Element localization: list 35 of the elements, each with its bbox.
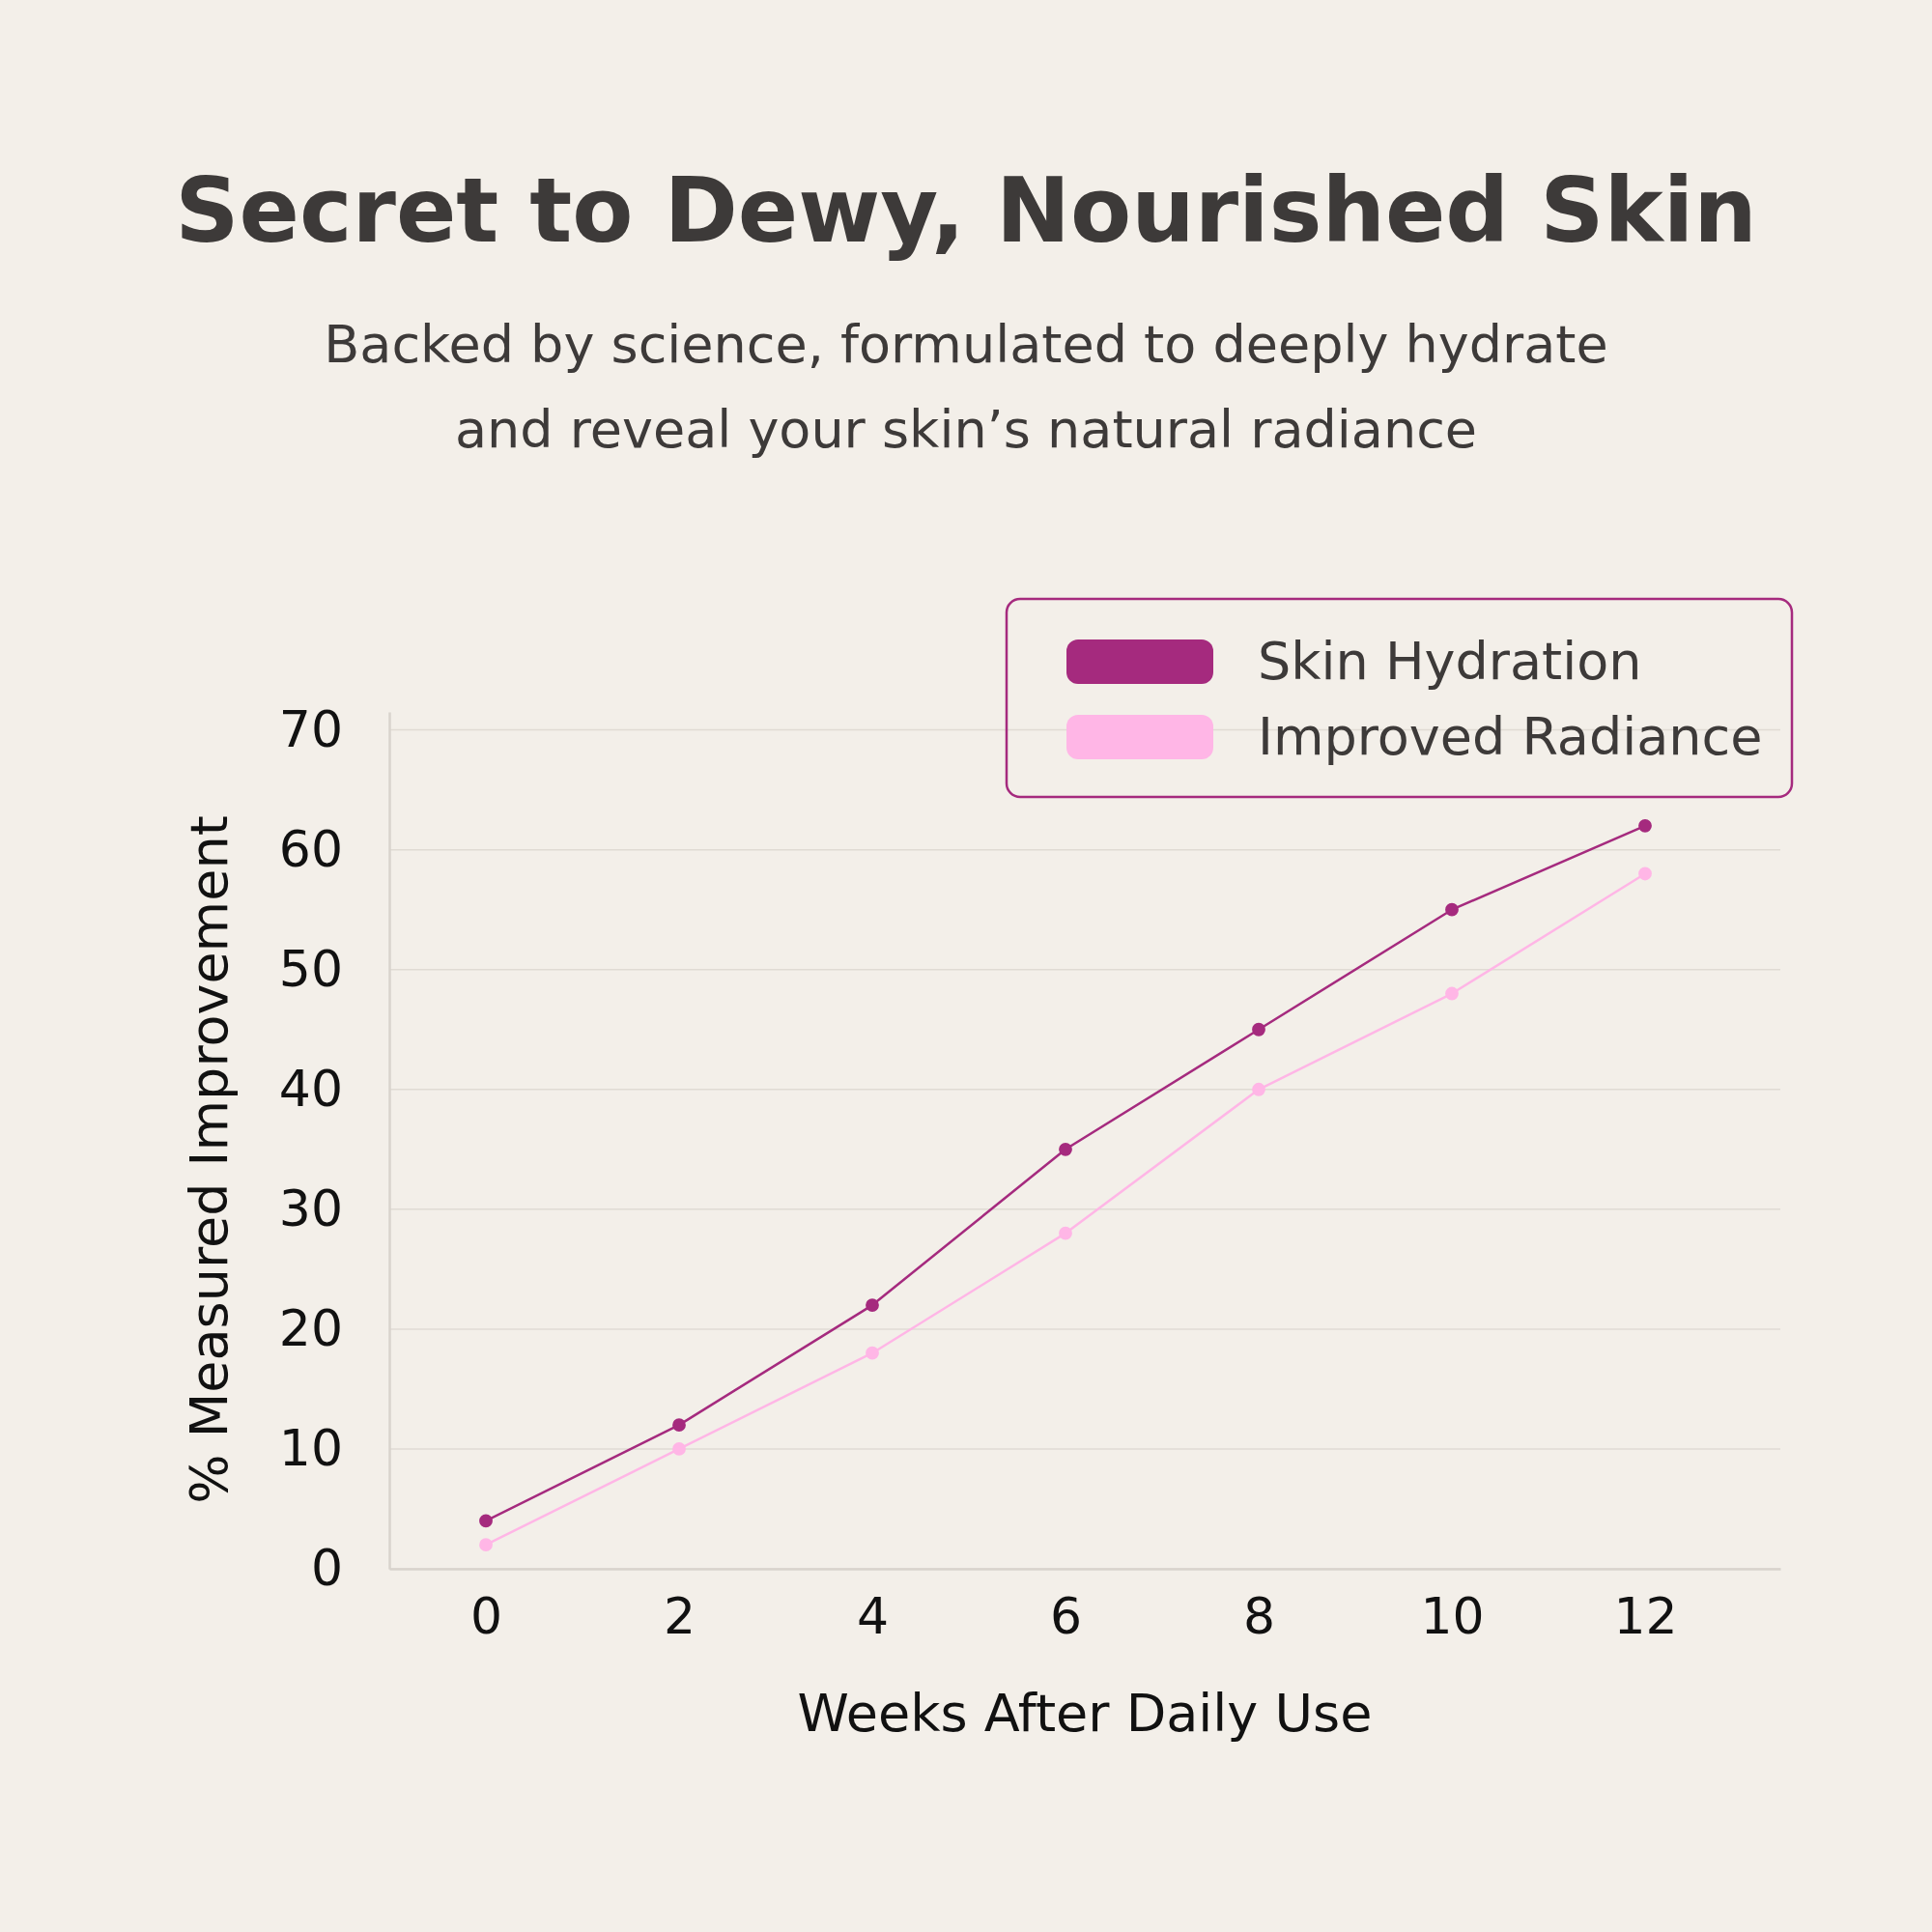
- y-tick-label: 60: [278, 819, 343, 878]
- point: [479, 1514, 493, 1528]
- chart-subtitle: Backed by science, formulated to deeply hydrate and reveal your skin’s natural radiance: [324, 314, 1608, 460]
- y-tick-label: 40: [278, 1059, 343, 1118]
- y-tick-label: 0: [310, 1539, 343, 1598]
- x-axis-title: Weeks After Daily Use: [797, 1683, 1373, 1744]
- point: [672, 1418, 686, 1433]
- point: [1252, 1022, 1265, 1037]
- point: [866, 1298, 879, 1312]
- y-tick-label: 20: [278, 1299, 343, 1358]
- point: [1445, 902, 1459, 917]
- point: [1252, 1082, 1265, 1096]
- x-tick-label: 6: [1049, 1586, 1083, 1645]
- x-tick-label: 12: [1613, 1586, 1678, 1645]
- y-tick-label: 10: [278, 1419, 343, 1478]
- y-tick-label: 30: [278, 1179, 343, 1237]
- x-tick-label: 10: [1420, 1586, 1485, 1645]
- chart-title: Secret to Dewy, Nourished Skin: [175, 159, 1757, 263]
- point: [1638, 818, 1652, 833]
- point: [1445, 986, 1459, 1001]
- point: [672, 1442, 686, 1456]
- x-tick-label: 8: [1242, 1586, 1276, 1645]
- x-tick-label: 0: [469, 1586, 503, 1645]
- point: [1059, 1226, 1072, 1240]
- point: [479, 1538, 493, 1552]
- point: [1638, 867, 1652, 881]
- legend-label: Improved Radiance: [1258, 706, 1763, 767]
- legend-label: Skin Hydration: [1258, 631, 1642, 692]
- y-tick-label: 50: [278, 939, 343, 998]
- x-tick-label: 4: [856, 1586, 890, 1645]
- y-tick-label: 70: [278, 699, 343, 758]
- y-axis-title: % Measured Improvement: [179, 815, 240, 1504]
- x-tick-label: 2: [663, 1586, 696, 1645]
- point: [1059, 1142, 1072, 1156]
- point: [866, 1346, 879, 1360]
